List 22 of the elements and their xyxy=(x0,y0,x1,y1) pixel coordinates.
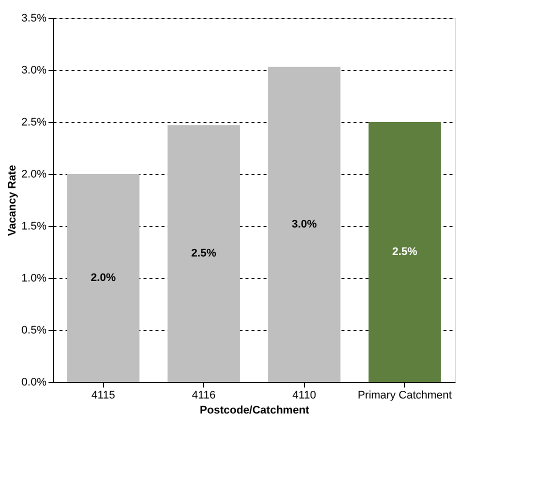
data-label: 2.0% xyxy=(90,272,116,284)
x-axis-title: Postcode/Catchment xyxy=(200,404,310,416)
data-label: 3.0% xyxy=(292,218,317,230)
data-label: 2.5% xyxy=(191,248,216,260)
y-tick-label: 3.5% xyxy=(21,12,47,24)
y-tick-label: 0.0% xyxy=(21,376,47,388)
y-axis-title: Vacancy Rate xyxy=(6,165,18,236)
y-tick-label: 2.0% xyxy=(21,168,47,180)
x-tick-label: Primary Catchment xyxy=(358,390,452,402)
x-tick-label: 4116 xyxy=(192,390,216,402)
y-tick-label: 3.0% xyxy=(21,64,47,76)
data-label: 2.5% xyxy=(392,246,418,258)
y-tick-label: 2.5% xyxy=(21,116,47,128)
bar xyxy=(67,174,140,382)
x-tick-label: 4115 xyxy=(91,390,116,402)
x-tick-label: 4110 xyxy=(292,390,316,402)
y-tick-label: 0.5% xyxy=(21,324,47,336)
y-tick-label: 1.0% xyxy=(21,272,47,284)
bar xyxy=(168,125,240,382)
bar xyxy=(268,66,340,382)
y-tick-label: 1.5% xyxy=(21,220,47,232)
bar xyxy=(368,122,441,382)
